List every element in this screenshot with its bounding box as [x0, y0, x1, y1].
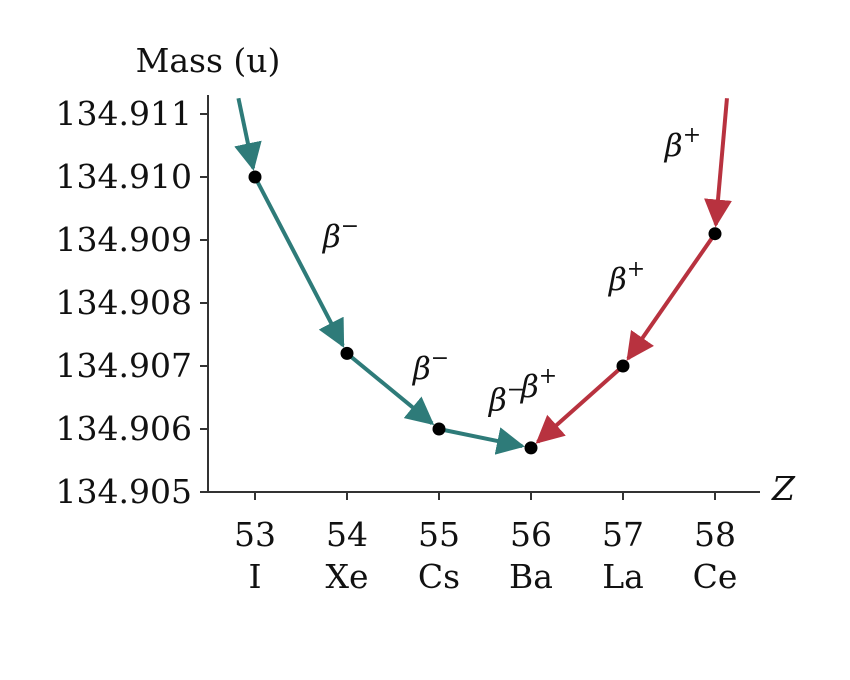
- decay-label-beta: β: [664, 128, 683, 164]
- isobar-point: [524, 441, 538, 455]
- x-tick-label-element: Cs: [418, 557, 460, 596]
- x-tick-label-z: 56: [510, 515, 552, 554]
- decay-label-beta: β: [488, 382, 507, 418]
- isobar-point: [432, 422, 446, 436]
- decay-label-beta: β: [412, 351, 431, 387]
- decay-label: β+: [664, 123, 701, 164]
- decay-series: β−β−β−β+β+β+: [234, 97, 732, 455]
- x-tick-label-z: 58: [694, 515, 736, 554]
- y-tick-label: 134.908: [56, 283, 192, 322]
- decay-label-beta: β: [608, 262, 627, 298]
- decay-arrow: [234, 97, 262, 171]
- x-tick-label-element: I: [248, 557, 261, 596]
- y-axis: Mass (u) 134.911134.910134.909134.908134…: [56, 41, 281, 511]
- decay-label: β+: [520, 364, 557, 405]
- decay-label-sign: +: [683, 123, 701, 148]
- decay-label-beta: β: [322, 219, 341, 255]
- x-tick-label-z: 57: [602, 515, 644, 554]
- decay-arrow: [626, 232, 717, 361]
- y-tick-label: 134.911: [56, 94, 192, 133]
- isobar-points: [248, 170, 722, 455]
- decay-label: β−: [412, 346, 449, 387]
- decay-label: β+: [608, 257, 645, 298]
- x-tick-label-element: Xe: [325, 557, 368, 596]
- decay-arrow: [438, 427, 525, 455]
- y-tick-label: 134.906: [56, 409, 192, 448]
- y-ticks: 134.911 134.910 134.909 134.908 134.907 134.9…: [56, 94, 208, 511]
- decay-arrow: [535, 364, 625, 444]
- x-tick-label-z: 55: [418, 515, 460, 554]
- decay-label-sign: −: [431, 346, 449, 371]
- y-axis-title: Mass (u): [136, 41, 281, 80]
- isobar-point: [616, 359, 630, 373]
- decay-arrow: [253, 176, 345, 348]
- isobar-point: [708, 227, 722, 241]
- decay-arrow: [704, 98, 732, 228]
- x-tick-label-element: Ce: [693, 557, 738, 596]
- decay-label: β−: [322, 214, 359, 255]
- x-tick-label-z: 54: [326, 515, 368, 554]
- decay-label-sign: +: [539, 364, 557, 389]
- isobar-point: [248, 170, 262, 184]
- decay-label: β−: [488, 377, 525, 418]
- y-tick-label: 134.910: [56, 157, 192, 196]
- isobar-point: [340, 346, 354, 360]
- x-tick-label-element: La: [602, 557, 644, 596]
- x-tick-label-z: 53: [234, 515, 276, 554]
- decay-arrow: [345, 351, 435, 426]
- decay-label-sign: −: [507, 377, 525, 402]
- x-tick-label-element: Ba: [509, 557, 553, 596]
- decay-label-beta: β: [520, 369, 539, 405]
- x-axis-title: Z: [771, 469, 796, 508]
- y-tick-label: 134.905: [56, 472, 192, 511]
- decay-label-sign: +: [627, 257, 645, 282]
- y-tick-label: 134.909: [56, 220, 192, 259]
- y-tick-label: 134.907: [56, 346, 192, 385]
- decay-label-sign: −: [341, 214, 359, 239]
